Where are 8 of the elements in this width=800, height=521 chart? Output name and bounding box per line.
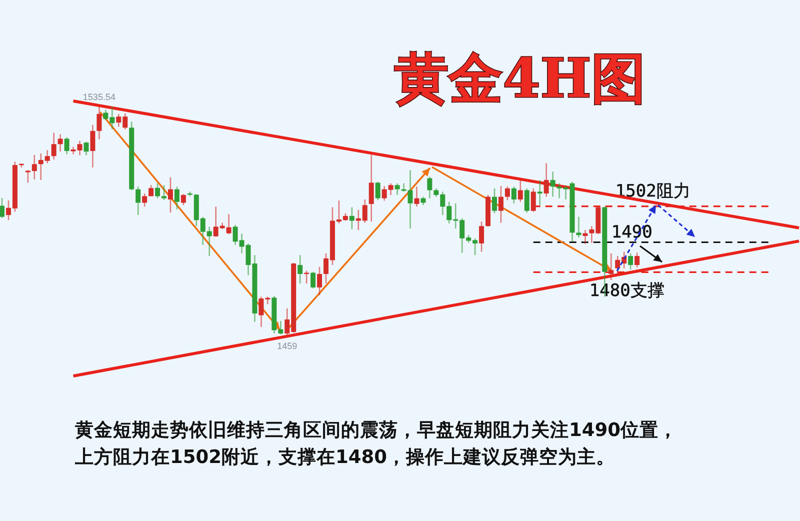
annotation: 1459 <box>277 341 298 351</box>
annotation: 1535.54 <box>82 92 116 102</box>
text: 黄金短期走势依旧维持三角区间的震荡，早盘短期阻力关注1490位置， <box>74 419 678 441</box>
ref-line-label: 1480支撑 <box>589 281 664 302</box>
text: 上方阻力在1502附近，支撑在1480，操作上建议反弹空为主。 <box>74 446 615 468</box>
chart-title: 黄金4H图 <box>394 46 646 110</box>
ref-line-label: 1490 <box>611 222 652 242</box>
ref-line-label: 1502阻力 <box>615 181 690 202</box>
